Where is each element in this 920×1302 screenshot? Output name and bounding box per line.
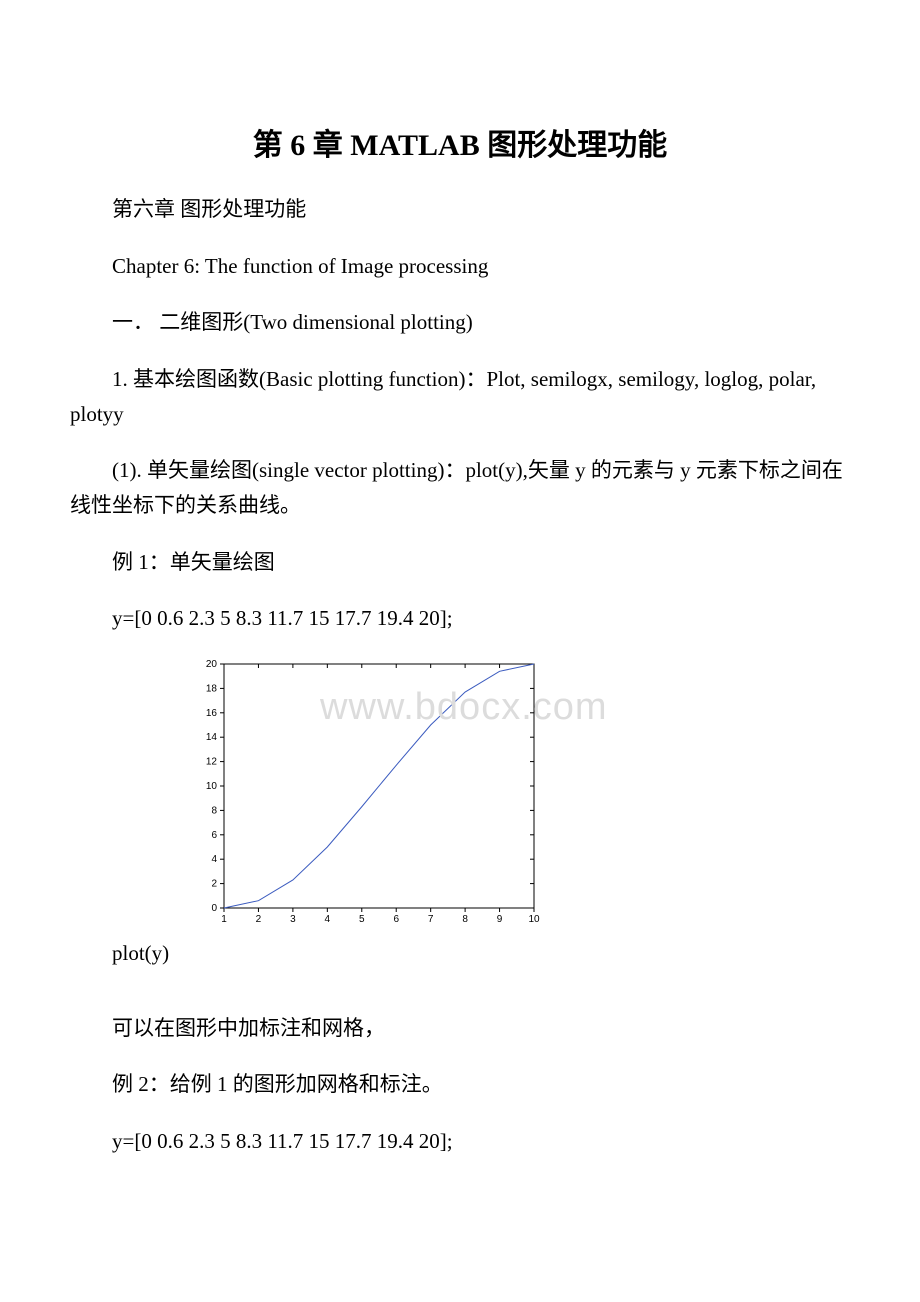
svg-text:6: 6 (393, 914, 399, 925)
subtitle-cn: 第六章 图形处理功能 (70, 192, 850, 227)
section-1-1-1: (1). 单矢量绘图(single vector plotting)：plot(… (70, 453, 850, 522)
svg-text:4: 4 (211, 854, 217, 865)
example-1-chart: www.bdocx.com 12345678910024681012141618… (190, 658, 850, 928)
svg-text:5: 5 (359, 914, 365, 925)
svg-text:2: 2 (211, 878, 217, 889)
svg-text:2: 2 (256, 914, 262, 925)
svg-text:10: 10 (206, 781, 218, 792)
svg-text:6: 6 (211, 830, 217, 841)
example-2-code-line-1: y=[0 0.6 2.3 5 8.3 11.7 15 17.7 19.4 20]… (70, 1124, 850, 1159)
svg-text:7: 7 (428, 914, 434, 925)
line-chart-svg: 1234567891002468101214161820 (190, 658, 542, 928)
svg-text:3: 3 (290, 914, 296, 925)
svg-text:14: 14 (206, 732, 218, 743)
svg-text:8: 8 (211, 805, 217, 816)
svg-text:16: 16 (206, 708, 218, 719)
example-1-label: 例 1：单矢量绘图 (70, 545, 850, 580)
example-1-code-line-1: y=[0 0.6 2.3 5 8.3 11.7 15 17.7 19.4 20]… (70, 601, 850, 636)
svg-text:9: 9 (497, 914, 503, 925)
svg-text:8: 8 (462, 914, 468, 925)
section-1: 一． 二维图形(Two dimensional plotting) (70, 305, 850, 340)
svg-text:10: 10 (528, 914, 540, 925)
svg-text:1: 1 (221, 914, 227, 925)
section-1-1: 1. 基本绘图函数(Basic plotting function)：Plot,… (70, 362, 850, 431)
svg-text:18: 18 (206, 683, 218, 694)
note-annotation: 可以在图形中加标注和网格， (70, 1011, 850, 1046)
page-title: 第 6 章 MATLAB 图形处理功能 (70, 120, 850, 164)
example-2-label: 例 2：给例 1 的图形加网格和标注。 (70, 1067, 850, 1102)
svg-text:20: 20 (206, 659, 218, 670)
svg-text:4: 4 (325, 914, 331, 925)
svg-text:0: 0 (211, 903, 217, 914)
svg-text:12: 12 (206, 756, 218, 767)
subtitle-en: Chapter 6: The function of Image process… (70, 249, 850, 284)
document-page: 第 6 章 MATLAB 图形处理功能 第六章 图形处理功能 Chapter 6… (0, 0, 920, 1240)
example-1-code-line-2: plot(y) (70, 936, 850, 971)
